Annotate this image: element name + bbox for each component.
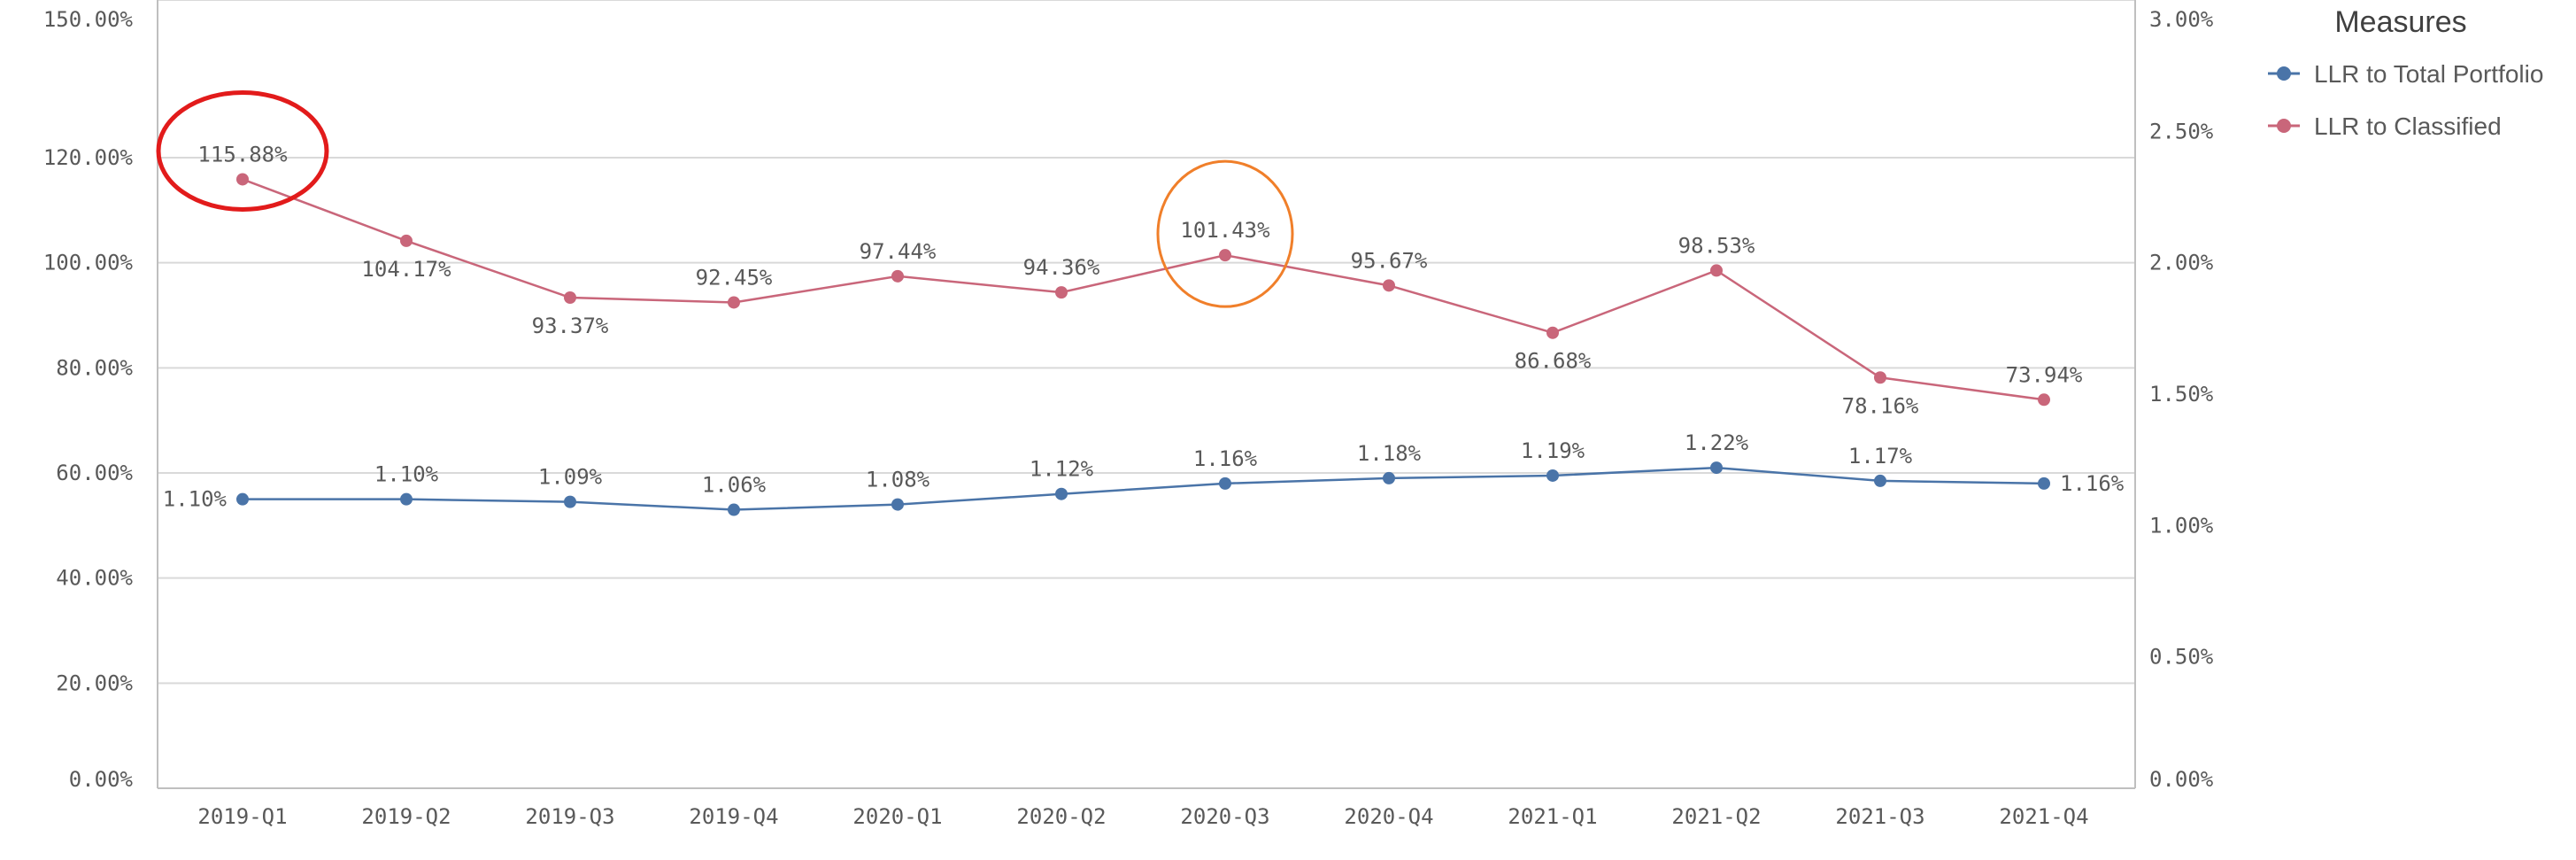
data-labels: 1.10% 1.10% 1.09% 1.06% 1.08% 1.12% 1.16% 1.18%… [163, 142, 2125, 511]
x-tick-label: 2019-Q2 [361, 804, 451, 829]
data-point [1546, 326, 1559, 339]
x-tick-label: 2021-Q3 [1835, 804, 1924, 829]
y-left-tick-label: 150.00% [43, 7, 134, 32]
annotations [156, 89, 1294, 308]
tick-labels: 0.00% 20.00% 40.00% 60.00% 80.00% 100.00% 120.… [43, 7, 2214, 829]
data-label: 1.19% [1521, 438, 1585, 463]
data-point [400, 492, 413, 506]
data-label: 94.36% [1023, 255, 1100, 280]
data-label: 1.12% [1030, 457, 1094, 482]
data-label: 73.94% [2006, 362, 2083, 387]
legend-swatch-dot [2277, 66, 2291, 81]
data-label: 1.10% [374, 462, 439, 487]
data-label: 1.22% [1685, 430, 1749, 455]
y-right-tick-label: 2.00% [2149, 251, 2214, 275]
data-point [2038, 476, 2050, 490]
annotation-circle-orange [1156, 159, 1294, 308]
data-label: 101.43% [1180, 218, 1270, 243]
data-point [236, 492, 249, 506]
y-right-tick-label: 2.50% [2149, 119, 2214, 143]
data-point [1874, 371, 1886, 384]
data-point [2038, 393, 2050, 407]
data-point [1383, 471, 1395, 484]
data-point [891, 269, 904, 283]
data-label: 1.09% [538, 465, 603, 490]
data-point [400, 234, 413, 247]
y-left-tick-label: 40.00% [56, 566, 133, 591]
x-tick-label: 2020-Q1 [852, 804, 942, 829]
x-tick-label: 2019-Q4 [689, 804, 778, 829]
y-left-tick-label: 120.00% [43, 145, 134, 170]
legend-swatch-dot [2277, 119, 2291, 133]
data-label: 93.37% [532, 314, 609, 338]
data-point [564, 291, 576, 305]
data-label: 1.06% [702, 473, 767, 498]
legend-item-label: LLR to Total Portfolio [2314, 60, 2543, 88]
y-right-tick-label: 1.50% [2149, 382, 2214, 407]
series-line-total-portfolio [243, 466, 2045, 511]
data-label: 1.17% [1848, 444, 1913, 469]
y-left-tick-label: 100.00% [43, 251, 134, 275]
data-label: 115.88% [197, 142, 288, 167]
y-left-tick-label: 80.00% [56, 355, 133, 380]
x-tick-label: 2019-Q3 [525, 804, 614, 829]
data-label: 92.45% [696, 265, 773, 290]
data-point [1710, 461, 1723, 475]
data-point [1055, 286, 1068, 299]
annotation-circle-red [156, 89, 329, 212]
series-group [236, 173, 2050, 516]
x-tick-label: 2020-Q4 [1344, 804, 1433, 829]
data-point [1710, 264, 1723, 277]
legend-item-total-portfolio[interactable]: LLR to Total Portfolio [2268, 60, 2543, 88]
legend-item-label: LLR to Classified [2314, 112, 2502, 140]
data-label: 1.10% [163, 487, 228, 512]
data-label: 78.16% [1842, 393, 1919, 418]
y-left-tick-label: 60.00% [56, 461, 133, 485]
x-tick-label: 2020-Q3 [1180, 804, 1269, 829]
y-left-tick-label: 0.00% [69, 767, 134, 792]
data-label: 98.53% [1678, 233, 1755, 258]
y-right-tick-label: 0.50% [2149, 645, 2214, 670]
data-label: 86.68% [1515, 349, 1592, 374]
x-tick-label: 2020-Q2 [1016, 804, 1106, 829]
data-point [1055, 487, 1068, 500]
legend-item-classified[interactable]: LLR to Classified [2268, 112, 2502, 140]
data-point [1546, 469, 1559, 482]
data-point [1383, 279, 1395, 292]
data-point [1874, 474, 1886, 487]
legend-title: Measures [2334, 5, 2466, 39]
data-label: 97.44% [860, 239, 937, 264]
data-point [1219, 249, 1231, 262]
data-label: 1.16% [2060, 471, 2125, 496]
y-left-tick-label: 20.00% [56, 670, 133, 695]
legend: Measures LLR to Total Portfolio LLR to C… [2268, 5, 2543, 140]
y-right-tick-label: 0.00% [2149, 767, 2214, 792]
data-label: 1.18% [1357, 441, 1422, 466]
data-point [728, 296, 740, 309]
data-label: 1.08% [866, 468, 930, 492]
data-point [236, 173, 249, 186]
x-tick-label: 2021-Q2 [1671, 804, 1761, 829]
x-tick-label: 2021-Q1 [1508, 804, 1597, 829]
data-point [728, 503, 740, 516]
y-right-tick-label: 1.00% [2149, 513, 2214, 538]
x-tick-label: 2021-Q4 [1999, 804, 2088, 829]
series-line-classified [242, 178, 2045, 401]
data-point [891, 498, 904, 511]
data-label: 1.16% [1193, 446, 1258, 471]
x-tick-label: 2019-Q1 [197, 804, 287, 829]
data-label: 104.17% [361, 257, 451, 282]
data-point [1219, 476, 1231, 490]
data-point [564, 495, 576, 508]
gridlines [158, 0, 2135, 789]
data-label: 95.67% [1351, 248, 1428, 273]
axes [157, 0, 2136, 789]
y-right-tick-label: 3.00% [2149, 7, 2214, 32]
